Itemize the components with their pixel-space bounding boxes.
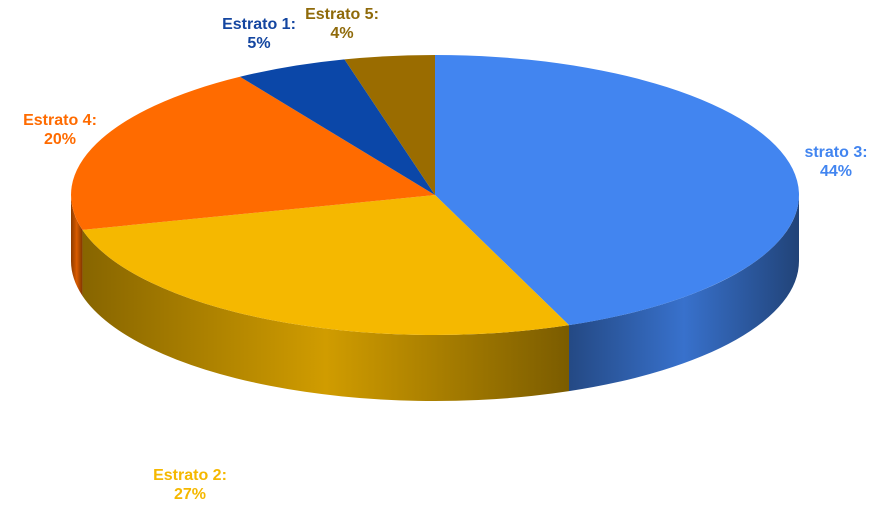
slice-label-estrato-4: Estrato 4: 20% bbox=[23, 111, 97, 149]
slice-label-estrato-3-name: strato 3: bbox=[804, 144, 868, 161]
slice-label-estrato-5-value: 4% bbox=[330, 25, 354, 42]
slice-label-estrato-1-value: 5% bbox=[247, 35, 271, 52]
slice-label-estrato-5: Estrato 5: 4% bbox=[305, 5, 379, 43]
slice-estrato-4 bbox=[70, 76, 435, 230]
slice-strato-3 bbox=[435, 55, 800, 326]
slice-label-estrato-4-name: Estrato 4: bbox=[23, 112, 97, 129]
slice-label-estrato-2: Estrato 2: 27% bbox=[153, 466, 227, 504]
slice-estrato-2 bbox=[82, 195, 569, 335]
slice-label-estrato-1: Estrato 1: 5% bbox=[222, 15, 296, 53]
slice-label-estrato-2-value: 27% bbox=[173, 486, 207, 503]
slice-side-estrato-2 bbox=[82, 229, 569, 401]
slice-side-estrato-4 bbox=[71, 195, 83, 296]
slice-label-estrato-3: strato 3: 44% bbox=[804, 143, 867, 181]
pie-sides bbox=[71, 195, 799, 401]
slice-side-strato-3 bbox=[568, 195, 799, 392]
slice-label-estrato-3-value: 44% bbox=[819, 163, 853, 180]
pie-slices bbox=[70, 55, 800, 335]
slice-label-estrato-4-value: 20% bbox=[43, 131, 77, 148]
slice-label-estrato-2-name: Estrato 2: bbox=[153, 467, 227, 484]
slice-label-estrato-1-name: Estrato 1: bbox=[222, 16, 296, 33]
slice-estrato-5 bbox=[344, 55, 435, 195]
slice-label-estrato-5-name: Estrato 5: bbox=[305, 6, 379, 23]
slice-estrato-1 bbox=[239, 59, 435, 195]
